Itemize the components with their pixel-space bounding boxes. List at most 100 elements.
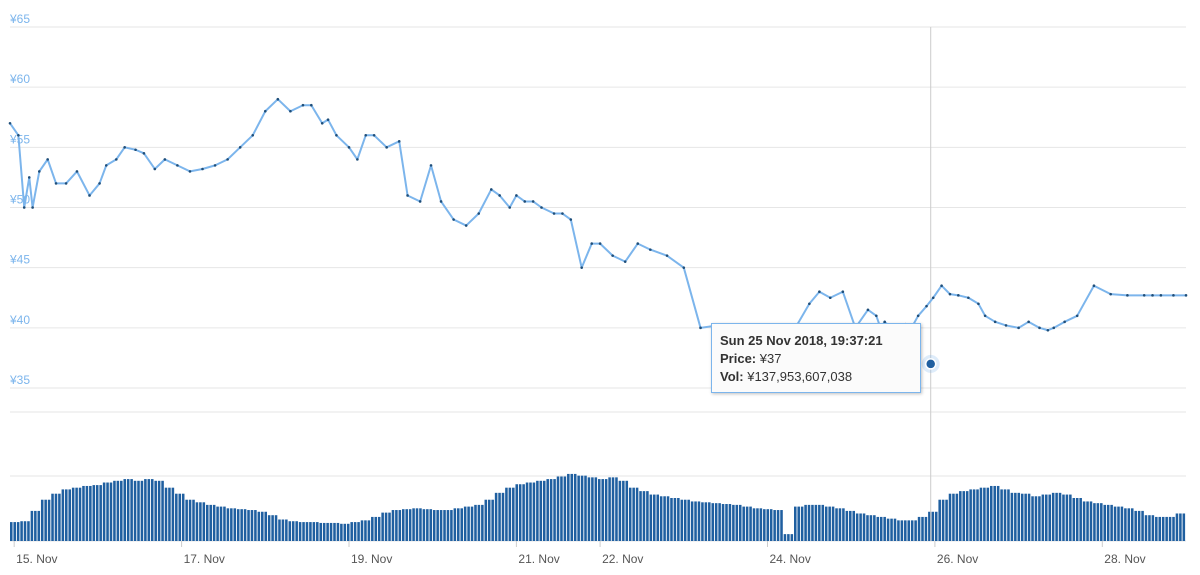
volume-bar xyxy=(16,522,20,541)
date-tick-label: 26. Nov xyxy=(937,552,978,566)
volume-bar xyxy=(776,510,780,541)
volume-bar xyxy=(226,508,230,541)
price-point xyxy=(1184,294,1188,297)
volume-bar xyxy=(68,489,71,541)
volume-bar xyxy=(367,520,371,541)
price-point xyxy=(115,158,118,161)
volume-bar xyxy=(1117,506,1120,541)
price-point xyxy=(508,206,512,209)
price-tick-label: ¥65 xyxy=(9,12,30,26)
volume-bar xyxy=(223,506,226,541)
price-point xyxy=(828,296,832,300)
volume-bar xyxy=(61,489,65,541)
volume-bar xyxy=(1093,503,1096,541)
volume-bar xyxy=(790,534,794,541)
volume-bar xyxy=(388,512,391,541)
volume-bar xyxy=(44,499,47,541)
volume-bar xyxy=(1041,494,1045,541)
price-point xyxy=(598,242,602,245)
volume-bar xyxy=(130,479,133,541)
price-point xyxy=(38,170,41,173)
price-point xyxy=(153,167,157,171)
volume-bar xyxy=(206,504,209,541)
price-tick-label: ¥35 xyxy=(9,373,30,387)
price-line[interactable] xyxy=(9,98,1186,365)
price-point xyxy=(406,194,409,197)
volume-bar xyxy=(993,485,996,541)
price-point xyxy=(540,206,543,209)
volume-bar xyxy=(319,522,323,541)
price-line-path[interactable] xyxy=(9,98,1186,365)
volume-bar xyxy=(340,523,343,541)
volume-bar xyxy=(794,506,797,541)
price-point xyxy=(75,170,79,173)
volume-bar xyxy=(1155,516,1158,541)
price-point xyxy=(1151,294,1154,297)
volume-bar xyxy=(787,534,790,541)
volume-bar xyxy=(309,522,312,541)
volume-bar xyxy=(518,484,522,541)
volume-bar xyxy=(952,493,955,541)
volume-bar xyxy=(463,506,467,541)
price-point xyxy=(213,164,217,167)
volume-bar xyxy=(704,502,708,541)
volume-bar xyxy=(106,482,109,541)
date-tick-label: 21. Nov xyxy=(518,552,559,566)
volume-bar xyxy=(962,491,966,541)
volume-bar xyxy=(666,496,670,541)
volume-bar xyxy=(305,522,309,541)
volume-bar xyxy=(1014,492,1017,541)
volume-bar xyxy=(65,489,68,541)
volume-bar xyxy=(371,516,374,541)
volume-bar xyxy=(924,516,928,541)
volume-bar xyxy=(360,520,364,541)
data-tooltip: Sun 25 Nov 2018, 19:37:21 Price: ¥37 Vol… xyxy=(711,323,921,393)
volume-bar xyxy=(728,504,732,541)
highlight-point[interactable] xyxy=(921,354,940,373)
volume-bar xyxy=(457,508,460,541)
tooltip-date: Sun 25 Nov 2018, 19:37:21 xyxy=(720,333,883,348)
volume-bar xyxy=(1151,515,1155,541)
volume-bar xyxy=(1175,513,1179,541)
volume-bar xyxy=(601,479,604,541)
date-tick-label: 24. Nov xyxy=(769,552,810,566)
volume-bar xyxy=(1079,498,1082,541)
volume-bar xyxy=(1134,510,1137,541)
volume-bar xyxy=(725,504,728,541)
volume-bar xyxy=(618,480,622,541)
volume-bar xyxy=(422,509,426,541)
volume-bar xyxy=(653,494,656,541)
volume-bar xyxy=(714,503,718,541)
volume-bar xyxy=(123,479,127,541)
volume-bar xyxy=(921,516,924,541)
volume-bar xyxy=(82,485,85,541)
price-point xyxy=(251,134,255,137)
volume-bar xyxy=(914,520,917,541)
volume-bar xyxy=(432,510,436,541)
volume-bar xyxy=(515,484,519,541)
price-point xyxy=(841,290,845,294)
volume-bar xyxy=(763,509,766,541)
volume-bar xyxy=(800,506,804,541)
volume-bar xyxy=(718,503,721,541)
highlight-dot[interactable] xyxy=(924,358,937,370)
volume-bar xyxy=(1096,503,1100,541)
volume-bar xyxy=(580,475,584,541)
volume-bar xyxy=(1100,503,1103,541)
volume-bar xyxy=(824,506,828,541)
volume-bar xyxy=(501,492,505,541)
volume-bar xyxy=(766,509,770,541)
volume-bar xyxy=(99,485,102,541)
volume-bar xyxy=(85,485,89,541)
volume-bar xyxy=(295,521,298,541)
volume-bar xyxy=(216,506,219,541)
volume-bar xyxy=(769,509,773,541)
volume-bar xyxy=(92,485,96,541)
volume-bar xyxy=(1034,496,1038,541)
volume-bar xyxy=(556,476,560,541)
volume-bar xyxy=(570,473,574,541)
volume-bar xyxy=(604,479,608,541)
price-point xyxy=(142,152,146,155)
tooltip-price-value: ¥37 xyxy=(759,351,782,366)
